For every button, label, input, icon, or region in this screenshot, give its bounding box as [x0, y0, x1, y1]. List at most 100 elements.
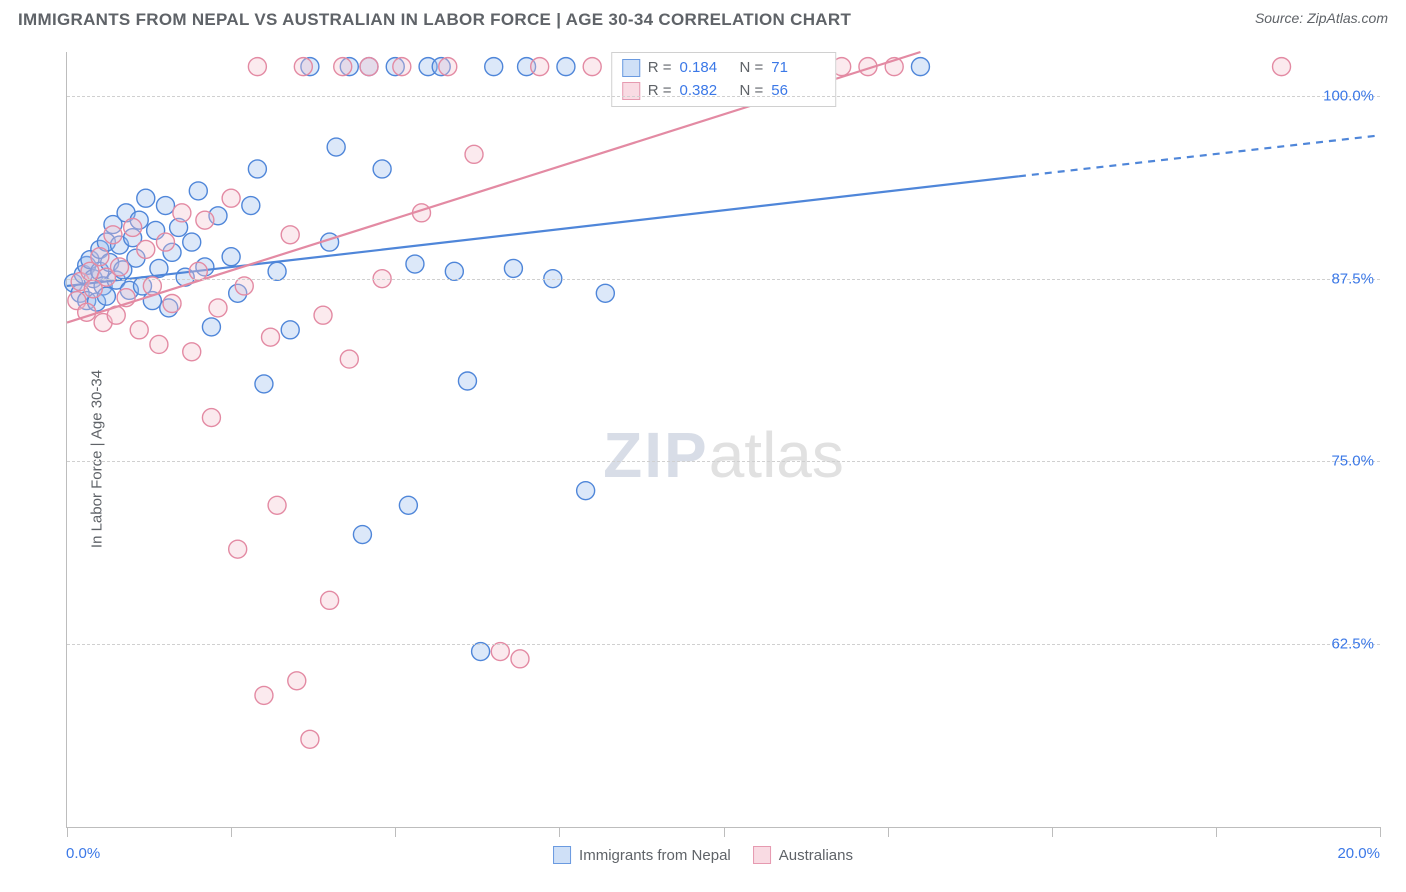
x-tick	[888, 827, 889, 837]
data-point	[334, 58, 352, 76]
y-tick-label: 87.5%	[1331, 270, 1374, 287]
legend-row-australians: R = 0.382 N = 56	[622, 80, 824, 103]
data-point	[130, 321, 148, 339]
data-point	[150, 335, 168, 353]
data-point	[143, 277, 161, 295]
source-name: ZipAtlas.com	[1307, 10, 1388, 26]
x-axis-min-label: 0.0%	[66, 845, 100, 862]
x-axis-max-label: 20.0%	[1337, 845, 1380, 862]
data-point	[301, 730, 319, 748]
data-point	[583, 58, 601, 76]
data-point	[327, 138, 345, 156]
gridline	[67, 96, 1380, 97]
data-point	[360, 58, 378, 76]
data-point	[91, 248, 109, 266]
data-point	[229, 540, 247, 558]
data-point	[111, 258, 129, 276]
data-point	[202, 409, 220, 427]
data-point	[353, 526, 371, 544]
data-point	[189, 262, 207, 280]
x-tick	[559, 827, 560, 837]
y-tick-label: 75.0%	[1331, 453, 1374, 470]
series-label-australians: Australians	[779, 847, 853, 864]
legend-item-australians: Australians	[753, 846, 853, 864]
data-point	[504, 259, 522, 277]
data-point	[288, 672, 306, 690]
data-point	[406, 255, 424, 273]
r-value-australians: 0.382	[680, 80, 732, 103]
data-point	[439, 58, 457, 76]
x-tick	[1052, 827, 1053, 837]
gridline	[67, 461, 1380, 462]
x-tick	[1216, 827, 1217, 837]
data-point	[393, 58, 411, 76]
n-label: N =	[740, 80, 764, 103]
data-point	[242, 197, 260, 215]
data-point	[485, 58, 503, 76]
chart-container: In Labor Force | Age 30-34 ZIPatlas R = …	[18, 44, 1388, 874]
x-tick	[724, 827, 725, 837]
data-point	[1273, 58, 1291, 76]
data-point	[268, 496, 286, 514]
n-value-australians: 56	[771, 80, 823, 103]
trend-line	[67, 176, 1019, 286]
data-point	[281, 226, 299, 244]
data-point	[281, 321, 299, 339]
y-tick-label: 62.5%	[1331, 636, 1374, 653]
data-point	[340, 350, 358, 368]
data-point	[137, 240, 155, 258]
source-prefix: Source:	[1255, 10, 1307, 26]
gridline	[67, 279, 1380, 280]
x-tick	[1380, 827, 1381, 837]
data-point	[156, 233, 174, 251]
n-value-nepal: 71	[771, 57, 823, 80]
data-point	[577, 482, 595, 500]
source-attribution: Source: ZipAtlas.com	[1255, 10, 1388, 26]
correlation-legend: R = 0.184 N = 71 R = 0.382 N = 56	[611, 52, 837, 107]
data-point	[321, 591, 339, 609]
data-point	[137, 189, 155, 207]
data-point	[445, 262, 463, 280]
swatch-australians	[753, 846, 771, 864]
data-point	[458, 372, 476, 390]
r-value-nepal: 0.184	[680, 57, 732, 80]
data-point	[557, 58, 575, 76]
n-label: N =	[740, 57, 764, 80]
gridline	[67, 644, 1380, 645]
data-point	[183, 343, 201, 361]
data-point	[465, 145, 483, 163]
data-point	[255, 686, 273, 704]
swatch-nepal	[553, 846, 571, 864]
data-point	[222, 189, 240, 207]
x-tick	[231, 827, 232, 837]
data-point	[491, 643, 509, 661]
data-point	[202, 318, 220, 336]
trend-line-dashed	[1019, 135, 1380, 176]
data-point	[222, 248, 240, 266]
data-point	[294, 58, 312, 76]
x-tick	[395, 827, 396, 837]
data-point	[511, 650, 529, 668]
r-label: R =	[648, 57, 672, 80]
data-point	[248, 160, 266, 178]
data-point	[104, 226, 122, 244]
data-point	[399, 496, 417, 514]
data-point	[531, 58, 549, 76]
swatch-nepal	[622, 59, 640, 77]
data-point	[911, 58, 929, 76]
plot-svg	[67, 52, 1380, 827]
data-point	[255, 375, 273, 393]
data-point	[124, 218, 142, 236]
data-point	[373, 160, 391, 178]
data-point	[173, 204, 191, 222]
chart-header: IMMIGRANTS FROM NEPAL VS AUSTRALIAN IN L…	[0, 0, 1406, 36]
data-point	[163, 295, 181, 313]
data-point	[262, 328, 280, 346]
swatch-australians	[622, 82, 640, 100]
data-point	[235, 277, 253, 295]
plot-area: ZIPatlas R = 0.184 N = 71 R = 0.382 N = …	[66, 52, 1380, 828]
data-point	[472, 643, 490, 661]
r-label: R =	[648, 80, 672, 103]
series-label-nepal: Immigrants from Nepal	[579, 847, 731, 864]
data-point	[183, 233, 201, 251]
